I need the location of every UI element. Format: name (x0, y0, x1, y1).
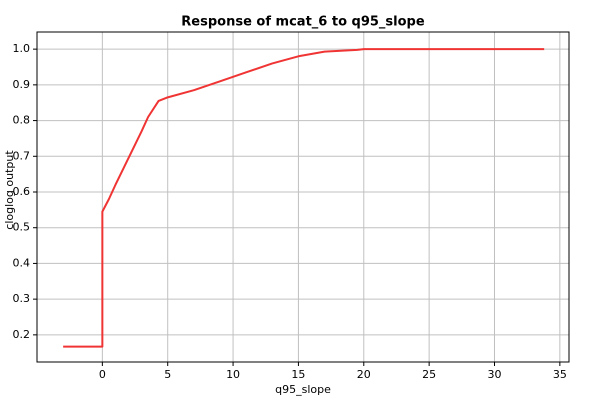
y-tick-label: 0.2 (13, 328, 31, 341)
x-tick-label: 10 (226, 368, 240, 381)
y-axis-label: cloglog output (3, 150, 16, 230)
y-tick-label: 0.7 (13, 149, 31, 162)
y-tick-label: 0.4 (13, 256, 31, 269)
plot-frame (36, 31, 570, 363)
line (63, 48, 545, 348)
x-tick-label: 35 (553, 368, 567, 381)
y-tick-label: 0.3 (13, 292, 31, 305)
x-tick-label: 15 (291, 368, 305, 381)
y-tick-label: 0.8 (13, 114, 31, 127)
x-tick-label: 0 (99, 368, 106, 381)
y-tick-label: 0.6 (13, 185, 31, 198)
y-tick-label: 0.9 (13, 78, 31, 91)
y-tick-label: 0.5 (13, 221, 31, 234)
x-tick-label: 5 (164, 368, 171, 381)
x-tick-label: 25 (422, 368, 436, 381)
y-tick-label: 1.0 (13, 42, 31, 55)
x-axis-label: q95_slope (275, 383, 331, 396)
chart-title: Response of mcat_6 to q95_slope (181, 15, 425, 30)
x-tick-label: 30 (487, 368, 501, 381)
x-tick-label: 20 (357, 368, 371, 381)
